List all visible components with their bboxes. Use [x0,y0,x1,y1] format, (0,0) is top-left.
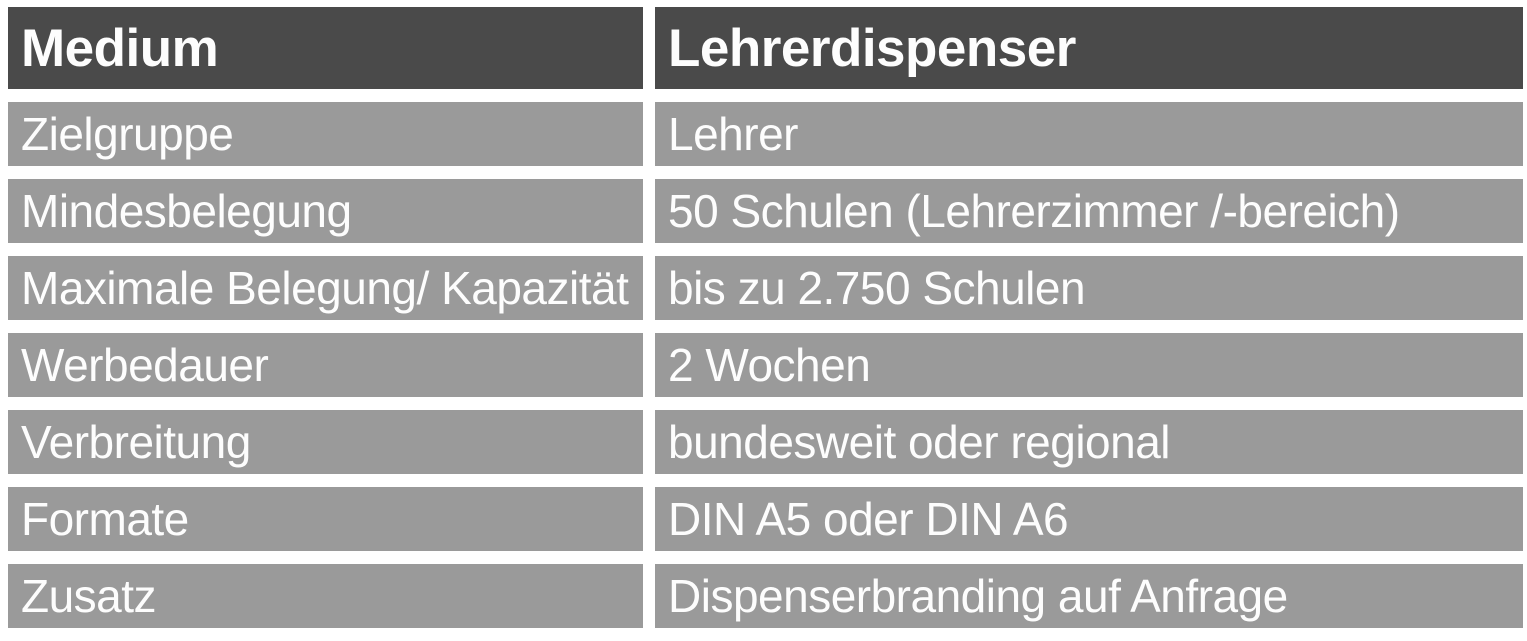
row-label-cell-verbreitung: Verbreitung [8,410,643,474]
row-label-cell-mindesbelegung: Mindesbelegung [8,179,643,243]
row-value-cell-verbreitung: bundesweit oder regional [655,410,1523,474]
row-label: Mindesbelegung [21,185,352,237]
header-cell-medium: Medium [8,7,643,89]
row-value-cell-zielgruppe: Lehrer [655,102,1523,166]
row-value: 50 Schulen (Lehrerzimmer /-bereich) [668,185,1400,237]
row-label-cell-zusatz: Zusatz [8,564,643,628]
row-label: Maximale Belegung/ Kapazität [21,262,629,314]
row-value: bundesweit oder regional [668,416,1171,468]
row-value-cell-werbedauer: 2 Wochen [655,333,1523,397]
header-cell-lehrerdispenser: Lehrerdispenser [655,7,1523,89]
row-label-cell-werbedauer: Werbedauer [8,333,643,397]
row-value-cell-mindesbelegung: 50 Schulen (Lehrerzimmer /-bereich) [655,179,1523,243]
row-value-cell-formate: DIN A5 oder DIN A6 [655,487,1523,551]
row-value: bis zu 2.750 Schulen [668,262,1086,314]
row-label: Verbreitung [21,416,251,468]
row-label-cell-maximale-belegung: Maximale Belegung/ Kapazität [8,256,643,320]
column-header-label: Medium [21,18,219,78]
row-value-cell-maximale-belegung: bis zu 2.750 Schulen [655,256,1523,320]
row-label-cell-zielgruppe: Zielgruppe [8,102,643,166]
row-label: Werbedauer [21,339,269,391]
row-value-cell-zusatz: Dispenserbranding auf Anfrage [655,564,1523,628]
row-value: Dispenserbranding auf Anfrage [668,570,1288,622]
row-value: 2 Wochen [668,339,871,391]
column-header-label: Lehrerdispenser [668,18,1076,78]
row-value: Lehrer [668,108,798,160]
row-value: DIN A5 oder DIN A6 [668,493,1069,545]
row-label: Zielgruppe [21,108,234,160]
row-label: Formate [21,493,189,545]
row-label-cell-formate: Formate [8,487,643,551]
row-label: Zusatz [21,570,157,622]
